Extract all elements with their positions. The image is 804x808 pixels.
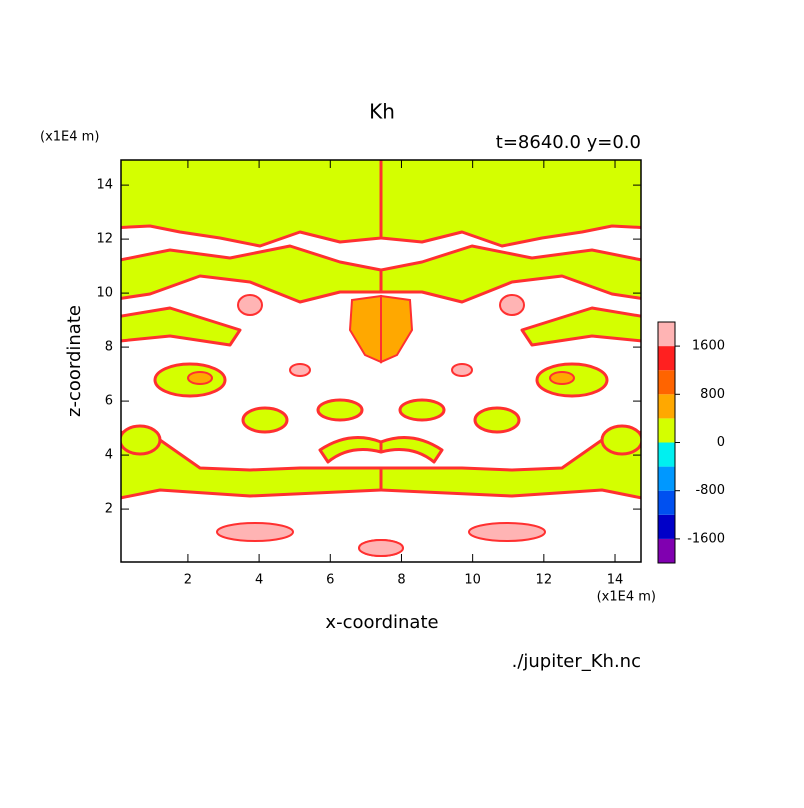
colorbar-segment	[658, 442, 675, 467]
plot-frame	[120, 159, 642, 563]
x-tick-label: 12	[536, 573, 553, 588]
contour-fill	[121, 424, 162, 456]
colorbar-tick-label: -1600	[687, 531, 725, 546]
x-axis-label: x-coordinate	[325, 612, 438, 633]
colorbar-tick-label: 800	[700, 387, 725, 402]
y-tick-label: 12	[96, 232, 113, 247]
colorbar-segment	[658, 538, 675, 563]
contour-fill	[289, 363, 311, 377]
colorbar-segment	[658, 466, 675, 491]
colorbar-tick-label: 1600	[692, 339, 725, 354]
x-tick-label: 4	[255, 573, 263, 588]
contour-fill	[237, 294, 263, 316]
x-tick-label: 10	[464, 573, 481, 588]
colorbar-tick-label: -800	[695, 483, 725, 498]
x-tick-label: 8	[397, 573, 405, 588]
x-tick-label: 14	[607, 573, 624, 588]
y-axis-label: z-coordinate	[64, 305, 85, 417]
colorbar-segment	[658, 346, 675, 371]
contour-field	[121, 160, 641, 562]
contour-fill	[121, 244, 383, 304]
y-tick-label: 14	[96, 178, 113, 193]
colorbar-segment	[658, 394, 675, 419]
contour-fill	[241, 406, 289, 434]
x-tick-label: 6	[326, 573, 334, 588]
chart-title: Kh	[369, 100, 395, 124]
y-tick-label: 4	[105, 448, 113, 463]
y-tick-label: 2	[105, 502, 113, 517]
contour-fill	[216, 522, 294, 542]
colorbar-segment	[658, 490, 675, 515]
x-unit: (x1E4 m)	[597, 590, 656, 605]
colorbar-tick-label: 0	[717, 435, 725, 450]
y-tick-label: 10	[96, 286, 113, 301]
y-unit: (x1E4 m)	[40, 130, 99, 145]
colorbar-segment	[658, 514, 675, 539]
y-tick-label: 6	[105, 394, 113, 409]
colorbar-segment	[658, 370, 675, 395]
subtitle: t=8640.0 y=0.0	[496, 132, 641, 153]
colorbar-segment	[658, 322, 675, 347]
contour-fill	[348, 294, 382, 364]
y-tick-label: 8	[105, 340, 113, 355]
footer: ./jupiter_Kh.nc	[512, 651, 641, 672]
contour-fill	[316, 398, 364, 422]
contour-fill	[187, 371, 213, 385]
x-tick-label: 2	[184, 573, 192, 588]
colorbar-segment	[658, 418, 675, 443]
contour-fill	[121, 306, 242, 347]
